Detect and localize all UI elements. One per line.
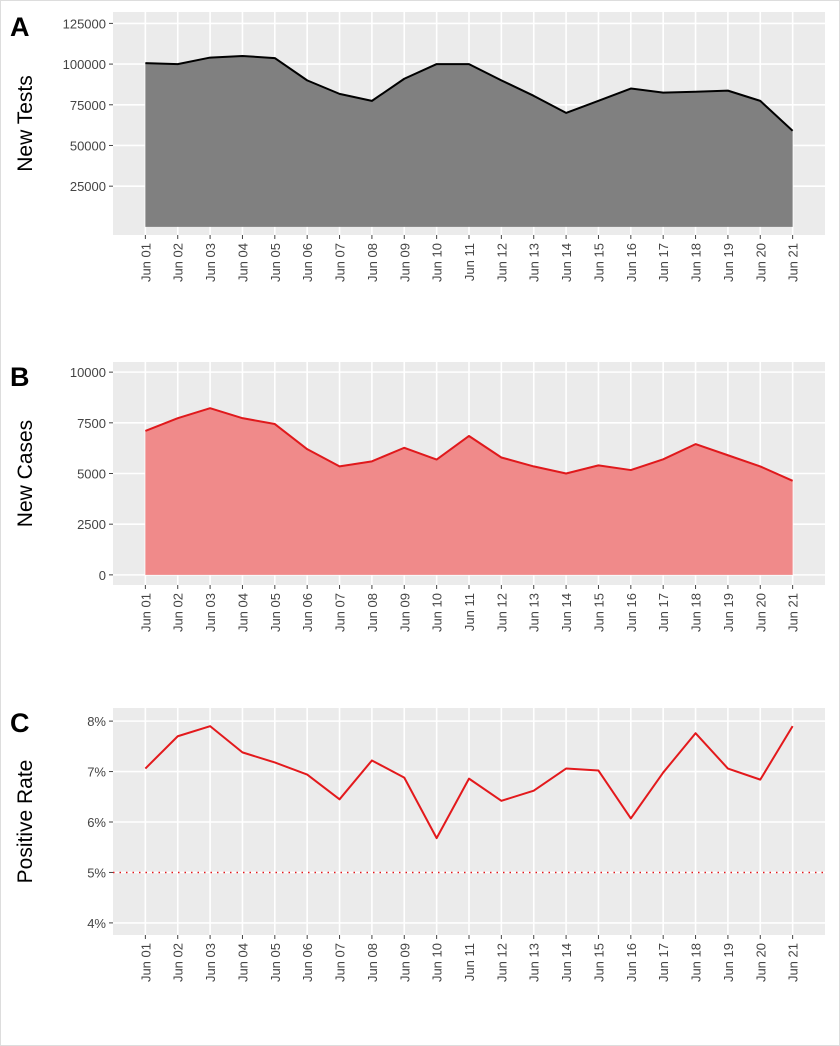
x-tick-label: Jun 11: [462, 593, 477, 631]
y-axis-title: New Tests: [14, 75, 37, 171]
x-tick-label: Jun 17: [656, 243, 671, 282]
x-tick-label: Jun 21: [786, 943, 801, 982]
x-tick-label: Jun 14: [559, 593, 574, 632]
x-tick-label: Jun 01: [138, 243, 153, 282]
x-tick-label: Jun 15: [591, 943, 606, 982]
x-tick-label: Jun 03: [203, 593, 218, 632]
y-tick-label: 6%: [87, 815, 106, 830]
x-tick-label: Jun 18: [689, 243, 704, 282]
x-tick-label: Jun 11: [462, 943, 477, 981]
panel-label: C: [10, 708, 30, 738]
y-tick-label: 25000: [70, 179, 106, 194]
x-tick-label: Jun 19: [721, 593, 736, 632]
x-tick-label: Jun 03: [203, 943, 218, 982]
x-tick-label: Jun 13: [527, 593, 542, 632]
y-tick-label: 2500: [77, 517, 106, 532]
line: [144, 725, 794, 840]
x-tick-label: Jun 19: [721, 243, 736, 282]
x-tick-label: Jun 13: [527, 943, 542, 982]
x-tick-label: Jun 04: [235, 593, 250, 632]
x-tick-label: Jun 18: [689, 593, 704, 632]
x-tick-label: Jun 21: [786, 593, 801, 632]
x-tick-label: Jun 10: [430, 943, 445, 982]
x-tick-label: Jun 07: [333, 943, 348, 982]
panel-label: A: [10, 12, 30, 42]
x-tick-label: Jun 16: [624, 243, 639, 282]
x-tick-label: Jun 21: [786, 243, 801, 282]
x-tick-label: Jun 14: [559, 243, 574, 282]
x-tick-label: Jun 12: [494, 243, 509, 282]
y-tick-label: 4%: [87, 916, 106, 931]
x-tick-label: Jun 15: [591, 243, 606, 282]
y-tick-label: 8%: [87, 714, 106, 729]
x-tick-label: Jun 10: [430, 593, 445, 632]
y-tick-label: 5%: [87, 865, 106, 880]
x-tick-label: Jun 08: [365, 593, 380, 632]
x-tick-label: Jun 12: [494, 943, 509, 982]
y-tick-label: 50000: [70, 138, 106, 153]
area: [145, 55, 793, 227]
x-tick-label: Jun 02: [171, 943, 186, 982]
x-tick-label: Jun 20: [753, 943, 768, 982]
x-tick-label: Jun 12: [494, 593, 509, 632]
x-tick-label: Jun 20: [753, 593, 768, 632]
y-axis-title: Positive Rate: [14, 760, 37, 884]
y-axis-title: New Cases: [14, 420, 37, 527]
x-tick-label: Jun 05: [268, 243, 283, 282]
x-tick-label: Jun 14: [559, 943, 574, 982]
x-tick-label: Jun 11: [462, 243, 477, 281]
x-tick-label: Jun 10: [430, 243, 445, 282]
y-tick-label: 100000: [63, 57, 106, 72]
x-tick-label: Jun 08: [365, 943, 380, 982]
x-tick-label: Jun 16: [624, 593, 639, 632]
x-tick-label: Jun 01: [138, 593, 153, 632]
x-tick-label: Jun 15: [591, 593, 606, 632]
x-tick-label: Jun 02: [171, 593, 186, 632]
x-tick-label: Jun 02: [171, 243, 186, 282]
x-tick-label: Jun 16: [624, 943, 639, 982]
x-tick-label: Jun 18: [689, 943, 704, 982]
x-tick-label: Jun 05: [268, 943, 283, 982]
x-tick-label: Jun 07: [333, 243, 348, 282]
x-tick-label: Jun 06: [300, 943, 315, 982]
x-tick-label: Jun 09: [397, 943, 412, 982]
y-tick-label: 0: [99, 568, 106, 583]
y-tick-label: 7500: [77, 416, 106, 431]
line: [145, 54, 794, 132]
x-tick-label: Jun 09: [397, 243, 412, 282]
x-tick-label: Jun 03: [203, 243, 218, 282]
y-tick-label: 7%: [87, 765, 106, 780]
x-tick-label: Jun 04: [235, 243, 250, 282]
x-tick-label: Jun 06: [300, 243, 315, 282]
x-tick-label: Jun 06: [300, 593, 315, 632]
y-tick-label: 125000: [63, 16, 106, 31]
x-tick-label: Jun 07: [333, 593, 348, 632]
x-tick-label: Jun 13: [527, 243, 542, 282]
x-tick-label: Jun 01: [138, 943, 153, 982]
y-tick-label: 10000: [70, 365, 106, 380]
y-tick-label: 5000: [77, 467, 106, 482]
x-tick-label: Jun 17: [656, 593, 671, 632]
panel-label: B: [10, 362, 30, 392]
x-tick-label: Jun 19: [721, 943, 736, 982]
x-tick-label: Jun 08: [365, 243, 380, 282]
line: [144, 407, 794, 482]
x-tick-label: Jun 17: [656, 943, 671, 982]
x-tick-label: Jun 20: [753, 243, 768, 282]
x-tick-label: Jun 04: [235, 943, 250, 982]
x-tick-label: Jun 05: [268, 593, 283, 632]
y-tick-label: 75000: [70, 98, 106, 113]
x-tick-label: Jun 09: [397, 593, 412, 632]
